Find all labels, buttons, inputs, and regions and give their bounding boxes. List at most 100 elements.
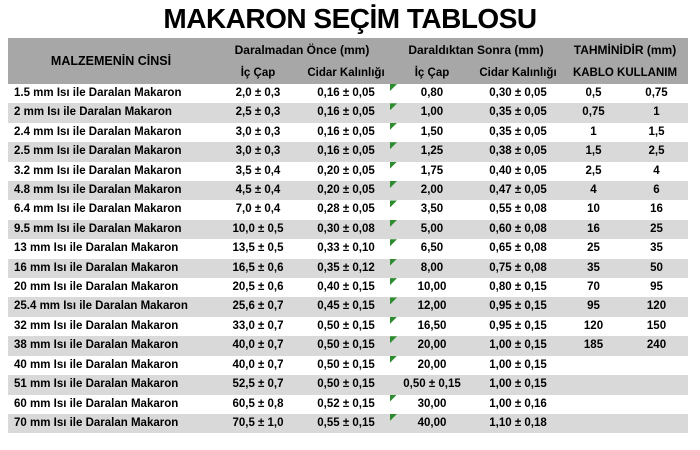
cable-usage-max-cell: [625, 395, 688, 414]
material-cell: 32 mm Isı ile Daralan Makaron: [14, 319, 179, 332]
table-row: 38 mm Isı ile Daralan Makaron 40,0 ± 0,7 0…: [8, 336, 688, 356]
material-cell: 9.5 mm Isı ile Daralan Makaron: [8, 219, 214, 240]
number-stored-as-text-flag-icon: [390, 219, 397, 227]
cell-value: 10,00: [417, 281, 447, 294]
table-row: 70 mm Isı ile Daralan Makaron 70,5 ± 1,0 0…: [8, 413, 688, 434]
cable-usage-min-cell: 0,5: [585, 87, 602, 99]
number-stored-as-text-flag-icon: [390, 355, 397, 363]
wall-thickness-after-cell: 1,00 ± 0,15: [489, 358, 547, 371]
cell-value: 20,00: [417, 358, 447, 371]
inner-diameter-before-cell: 20,5 ± 0,6: [232, 281, 284, 294]
cable-usage-max-cell: 95: [650, 281, 663, 294]
number-stored-as-text-flag-icon: [390, 394, 397, 402]
table-row: 3.2 mm Isı ile Daralan Makaron 3,5 ± 0,4 0…: [8, 161, 688, 181]
wall-thickness-before-cell: 0,45 ± 0,15: [302, 297, 390, 317]
cable-usage-max-cell: 25: [625, 219, 688, 240]
inner-diameter-before-cell: 70,5 ± 1,0: [214, 413, 302, 434]
wall-thickness-after-cell: 0,60 ± 0,08: [474, 219, 562, 240]
cable-usage-max-cell: [625, 356, 688, 375]
wall-thickness-before-cell: 0,40 ± 0,15: [317, 281, 375, 294]
number-stored-as-text-flag-icon: [390, 239, 397, 247]
table-row: 32 mm Isı ile Daralan Makaron 33,0 ± 0,7 0…: [8, 316, 688, 336]
cable-usage-min-cell: [562, 356, 625, 375]
cable-usage-min-cell: 2,5: [585, 164, 602, 177]
cell-value: 6,50: [420, 242, 444, 255]
inner-diameter-after-cell: 12,00: [390, 297, 474, 317]
cable-usage-max-cell: 240: [625, 336, 688, 356]
cable-usage-max-cell: 16: [650, 203, 663, 216]
cell-value: 1,50: [420, 125, 444, 138]
inner-diameter-after-cell: 1,25: [390, 142, 474, 162]
wall-thickness-after-cell: 0,47 ± 0,05: [474, 181, 562, 201]
wall-thickness-after-cell: 0,55 ± 0,08: [489, 203, 547, 216]
inner-diameter-before-cell: 7,0 ± 0,4: [235, 203, 281, 216]
number-stored-as-text-flag-icon: [390, 258, 397, 266]
wall-thickness-after-cell: 1,00 ± 0,15: [474, 375, 562, 395]
number-stored-as-text-flag-icon: [390, 316, 397, 324]
table-row: 2.5 mm Isı ile Daralan Makaron 3,0 ± 0,3 0…: [8, 142, 688, 162]
cable-usage-max-cell: 2,5: [625, 142, 688, 162]
material-cell: 38 mm Isı ile Daralan Makaron: [8, 336, 214, 356]
column-header-inner-diameter-before: İç Çap: [214, 61, 302, 84]
column-header-wall-thickness-before: Cidar Kalınlığı: [302, 61, 390, 84]
cable-usage-min-cell: 4: [562, 181, 625, 201]
wall-thickness-after-cell: 0,95 ± 0,15: [474, 297, 562, 317]
inner-diameter-after-cell: 20,00: [390, 355, 474, 375]
cable-usage-min-cell: 25: [587, 242, 600, 255]
column-group-after-shrink: Daraldıktan Sonra (mm): [390, 38, 562, 61]
table-row: 9.5 mm Isı ile Daralan Makaron 10,0 ± 0,5…: [8, 219, 688, 240]
cable-usage-min-cell: 185: [562, 336, 625, 356]
cable-usage-max-cell: 6: [625, 181, 688, 201]
cell-value: 1,75: [420, 164, 444, 177]
inner-diameter-before-cell: 16,5 ± 0,6: [214, 258, 302, 279]
cable-usage-max-cell: 150: [646, 319, 667, 332]
wall-thickness-after-cell: 0,65 ± 0,08: [489, 242, 547, 255]
inner-diameter-before-cell: 25,6 ± 0,7: [214, 297, 302, 317]
inner-diameter-before-cell: 33,0 ± 0,7: [232, 319, 284, 332]
number-stored-as-text-flag-icon: [390, 181, 397, 189]
cable-usage-max-cell: 1: [625, 103, 688, 123]
cell-value: 8,00: [420, 261, 444, 274]
number-stored-as-text-flag-icon: [390, 278, 397, 286]
column-header-inner-diameter-after: İç Çap: [390, 61, 474, 84]
material-cell: 51 mm Isı ile Daralan Makaron: [8, 375, 214, 395]
material-cell: 60 mm Isı ile Daralan Makaron: [14, 397, 179, 410]
column-group-before-shrink: Daralmadan Önce (mm): [214, 38, 390, 61]
inner-diameter-after-cell: 0,80: [390, 84, 474, 103]
inner-diameter-after-cell: 6,50: [390, 239, 474, 258]
cell-value: 30,00: [417, 397, 447, 410]
inner-diameter-before-cell: 52,5 ± 0,7: [214, 375, 302, 395]
table-row: 40 mm Isı ile Daralan Makaron 40,0 ± 0,7 0…: [8, 355, 688, 375]
cable-usage-min-cell: [562, 395, 625, 414]
wall-thickness-before-cell: 0,50 ± 0,15: [302, 336, 390, 356]
wall-thickness-before-cell: 0,35 ± 0,12: [302, 258, 390, 279]
cell-value: 0,80: [420, 87, 444, 99]
number-stored-as-text-flag-icon: [390, 413, 397, 421]
material-cell: 2 mm Isı ile Daralan Makaron: [8, 103, 214, 123]
wall-thickness-after-cell: 0,30 ± 0,05: [489, 87, 547, 99]
table-row: 51 mm Isı ile Daralan Makaron 52,5 ± 0,7 0…: [8, 375, 688, 395]
column-group-estimate: TAHMİNİDİR (mm): [562, 38, 688, 61]
material-cell: 70 mm Isı ile Daralan Makaron: [8, 413, 214, 434]
wall-thickness-before-cell: 0,52 ± 0,15: [317, 397, 375, 410]
inner-diameter-after-cell: 40,00: [390, 413, 474, 434]
cable-usage-max-cell: 35: [650, 242, 663, 255]
wall-thickness-before-cell: 0,20 ± 0,05: [302, 181, 390, 201]
page-title: MAKARON SEÇİM TABLOSU: [163, 3, 537, 34]
cell-value: 3,50: [420, 203, 444, 216]
table-row: 25.4 mm Isı ile Daralan Makaron 25,6 ± 0,…: [8, 297, 688, 317]
wall-thickness-before-cell: 0,30 ± 0,08: [302, 219, 390, 240]
table-row: 16 mm Isı ile Daralan Makaron 16,5 ± 0,6 0…: [8, 258, 688, 279]
table-row: 2 mm Isı ile Daralan Makaron 2,5 ± 0,3 0,1…: [8, 103, 688, 123]
column-header-material: MALZEMENİN CİNSİ: [8, 38, 214, 84]
cell-value: 16,50: [417, 319, 447, 332]
wall-thickness-before-cell: 0,16 ± 0,05: [302, 142, 390, 162]
inner-diameter-after-cell: 16,50: [390, 316, 474, 336]
inner-diameter-after-cell: 8,00: [390, 258, 474, 279]
wall-thickness-before-cell: 0,16 ± 0,05: [317, 87, 375, 99]
cell-value: 12,00: [417, 300, 447, 313]
inner-diameter-before-cell: 60,5 ± 0,8: [232, 397, 284, 410]
wall-thickness-after-cell: 1,00 ± 0,16: [489, 397, 547, 410]
inner-diameter-after-cell: 30,00: [390, 394, 474, 414]
